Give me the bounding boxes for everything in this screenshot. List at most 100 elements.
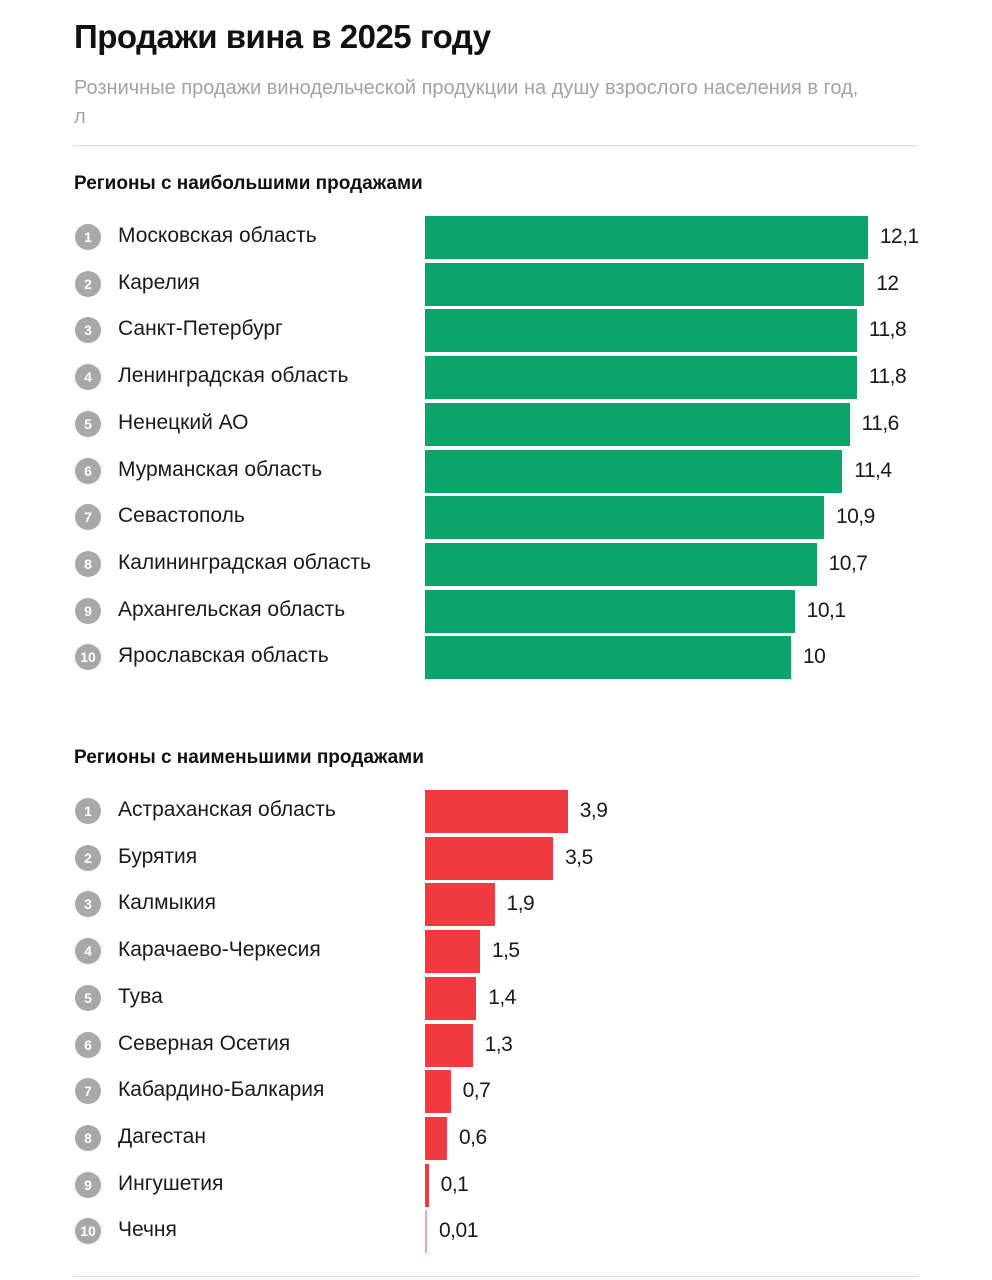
category-label: Астраханская область bbox=[118, 798, 336, 821]
bar-row: 4 Ленинградская область 11,8 bbox=[0, 356, 992, 400]
bar-row: 4 Карачаево-Черкесия 1,5 bbox=[0, 930, 992, 974]
category-label: Бурятия bbox=[118, 844, 198, 868]
bar-row: 2 Карелия 12 bbox=[0, 262, 992, 306]
category-label: Архангельская область bbox=[118, 597, 346, 621]
rank-badge: 10 bbox=[75, 644, 101, 671]
rank-badge: 10 bbox=[75, 1218, 101, 1245]
category-label: Кабардино-Балкария bbox=[118, 1078, 325, 1102]
rank-badge: 1 bbox=[75, 224, 101, 250]
divider bbox=[73, 145, 918, 146]
bar bbox=[425, 356, 857, 400]
rank-badge: 4 bbox=[75, 938, 101, 965]
rank-badge: 3 bbox=[75, 891, 101, 918]
category-label: Карелия bbox=[118, 270, 200, 294]
bar-row: 5 Тува 1,4 bbox=[0, 976, 992, 1020]
category-label: Северная Осетия bbox=[118, 1031, 291, 1055]
bar bbox=[425, 216, 868, 259]
bar-row: 7 Кабардино-Балкария 0,7 bbox=[0, 1070, 992, 1114]
rank-badge: 6 bbox=[75, 1031, 101, 1058]
section-title-bottom: Регионы с наименьшими продажами bbox=[74, 747, 424, 768]
bar bbox=[425, 449, 843, 493]
bar bbox=[425, 496, 824, 540]
value-label: 10,7 bbox=[828, 551, 868, 575]
divider bbox=[73, 1276, 918, 1277]
category-label: Калмыкия bbox=[118, 891, 216, 915]
bar bbox=[425, 883, 495, 927]
bar bbox=[425, 1163, 429, 1207]
value-label: 10,1 bbox=[806, 598, 846, 622]
category-label: Карачаево-Черкесия bbox=[118, 938, 321, 962]
bar bbox=[425, 589, 795, 633]
value-label: 11,8 bbox=[868, 365, 907, 389]
bar bbox=[425, 309, 857, 353]
category-label: Дагестан bbox=[118, 1124, 206, 1148]
bar-row: 1 Московская область 12,1 bbox=[0, 216, 992, 259]
bar-row: 10 Ярославская область 10 bbox=[0, 636, 992, 680]
bar bbox=[425, 1023, 473, 1067]
value-label: 12,1 bbox=[879, 225, 919, 248]
value-label: 11,4 bbox=[854, 458, 892, 482]
chart-title: Продажи вина в 2025 году bbox=[74, 18, 491, 55]
bar-row: 8 Дагестан 0,6 bbox=[0, 1116, 992, 1160]
rank-badge: 6 bbox=[75, 457, 101, 484]
rank-badge: 7 bbox=[75, 1078, 101, 1105]
value-label: 1,5 bbox=[491, 939, 520, 963]
bar bbox=[425, 636, 791, 680]
bar bbox=[425, 262, 865, 306]
rank-badge: 7 bbox=[75, 504, 101, 531]
bar-row: 9 Архангельская область 10,1 bbox=[0, 589, 992, 633]
bar-row: 1 Астраханская область 3,9 bbox=[0, 790, 992, 833]
bar-row: 6 Мурманская область 11,4 bbox=[0, 449, 992, 493]
bar bbox=[425, 1070, 451, 1114]
category-label: Севастополь bbox=[118, 504, 245, 528]
chart-subtitle: Розничные продажи винодельческой продукц… bbox=[74, 77, 859, 128]
category-label: Ленинградская область bbox=[118, 364, 349, 388]
category-label: Ярославская область bbox=[118, 644, 329, 668]
bar-row: 8 Калининградская область 10,7 bbox=[0, 542, 992, 586]
value-label: 3,9 bbox=[579, 799, 608, 822]
bar-row: 3 Калмыкия 1,9 bbox=[0, 883, 992, 927]
rank-badge: 2 bbox=[75, 844, 101, 871]
bar bbox=[425, 976, 477, 1020]
value-label: 10 bbox=[803, 645, 826, 669]
value-label: 1,9 bbox=[506, 892, 535, 916]
bar-row: 7 Севастополь 10,9 bbox=[0, 496, 992, 540]
category-label: Московская область bbox=[118, 224, 317, 247]
category-label: Мурманская область bbox=[118, 457, 323, 481]
rank-badge: 3 bbox=[75, 317, 101, 344]
category-label: Калининградская область bbox=[118, 550, 371, 574]
bar-row: 3 Санкт-Петербург 11,8 bbox=[0, 309, 992, 353]
value-label: 0,01 bbox=[439, 1219, 478, 1243]
value-label: 10,9 bbox=[835, 505, 875, 529]
value-label: 1,4 bbox=[488, 985, 516, 1009]
bar-row: 6 Северная Осетия 1,3 bbox=[0, 1023, 992, 1067]
bar bbox=[425, 542, 817, 586]
bar-row: 5 Ненецкий АО 11,6 bbox=[0, 402, 992, 446]
rank-badge: 9 bbox=[75, 597, 101, 624]
bar bbox=[425, 1210, 427, 1254]
rank-badge: 5 bbox=[75, 410, 101, 437]
value-label: 0,7 bbox=[462, 1079, 491, 1103]
rank-badge: 1 bbox=[75, 798, 101, 824]
value-label: 0,6 bbox=[458, 1125, 487, 1149]
rank-badge: 8 bbox=[75, 550, 101, 577]
bar bbox=[425, 1116, 447, 1160]
category-label: Ингушетия bbox=[118, 1171, 224, 1195]
bar bbox=[425, 836, 554, 880]
rank-badge: 2 bbox=[75, 270, 101, 297]
value-label: 1,3 bbox=[484, 1032, 513, 1056]
category-label: Ненецкий АО bbox=[118, 410, 249, 434]
bar-row: 9 Ингушетия 0,1 bbox=[0, 1163, 992, 1207]
bar bbox=[425, 402, 850, 446]
rank-badge: 5 bbox=[75, 984, 101, 1011]
bar-row: 2 Бурятия 3,5 bbox=[0, 836, 992, 880]
category-label: Тува bbox=[118, 984, 163, 1008]
value-label: 0,1 bbox=[440, 1172, 469, 1196]
rank-badge: 8 bbox=[75, 1124, 101, 1151]
category-label: Чечня bbox=[118, 1218, 177, 1242]
bar bbox=[425, 930, 480, 974]
section-title-top: Регионы с наибольшими продажами bbox=[74, 173, 423, 194]
category-label: Санкт-Петербург bbox=[118, 317, 283, 341]
value-label: 11,8 bbox=[868, 318, 907, 342]
